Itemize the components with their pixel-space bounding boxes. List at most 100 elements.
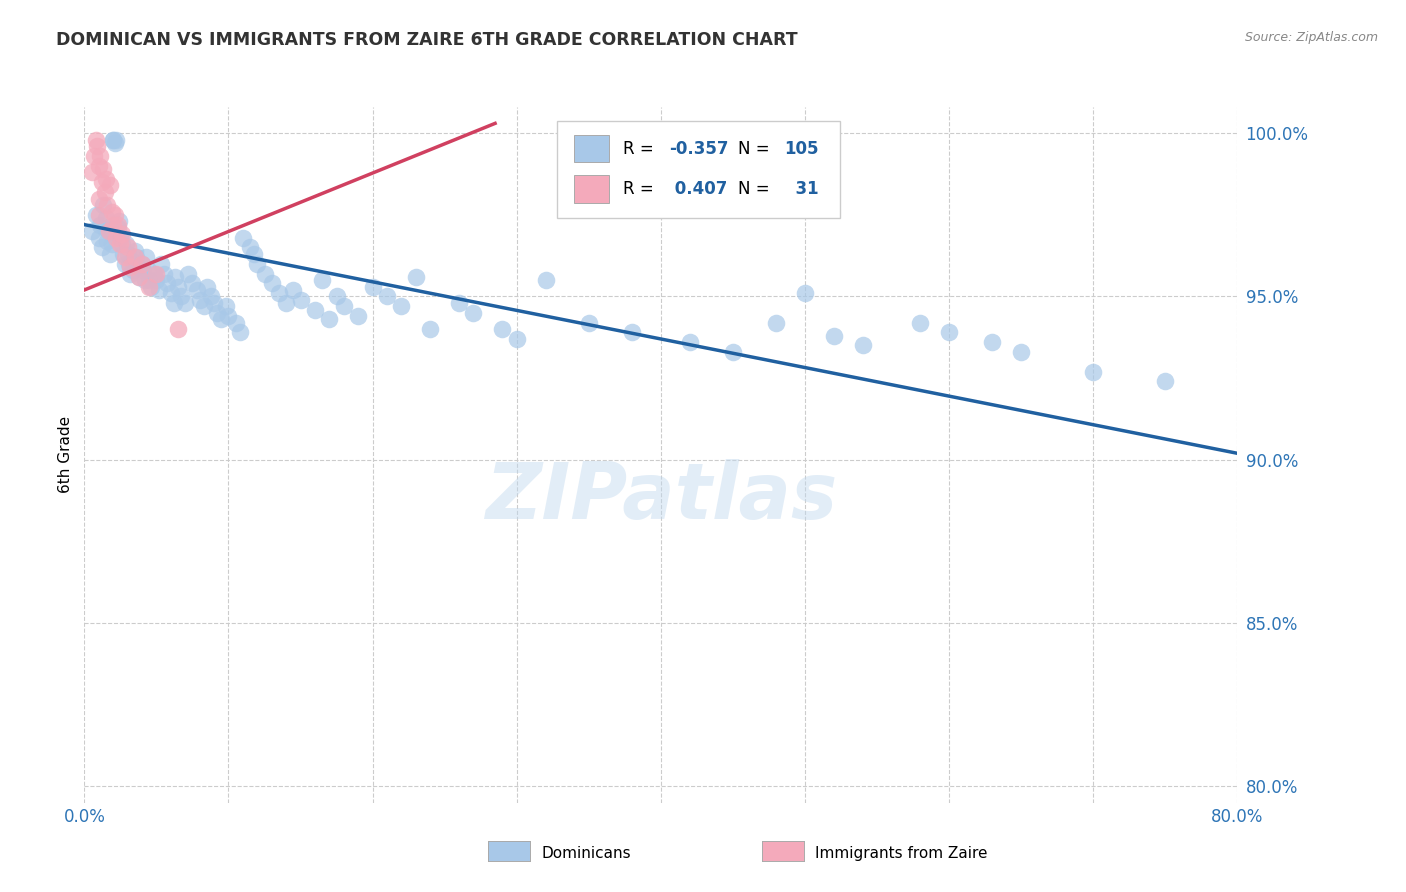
Point	[138, 279, 160, 293]
Point	[160, 286, 183, 301]
Point	[80, 224, 103, 238]
Point	[87, 159, 110, 173]
Point	[167, 322, 190, 336]
Point	[793, 286, 815, 301]
Point	[105, 230, 128, 244]
Point	[87, 192, 110, 206]
Point	[120, 267, 142, 281]
FancyBboxPatch shape	[574, 176, 609, 203]
Point	[578, 316, 600, 330]
Point	[318, 312, 340, 326]
Point	[332, 299, 354, 313]
Point	[131, 257, 153, 271]
Point	[117, 240, 139, 254]
Point	[131, 257, 153, 271]
Point	[96, 198, 118, 212]
Point	[94, 172, 117, 186]
Point	[202, 296, 225, 310]
Point	[621, 326, 644, 340]
Point	[105, 133, 128, 147]
Point	[981, 335, 1004, 350]
Point	[823, 328, 845, 343]
Point	[111, 227, 134, 242]
Point	[104, 136, 127, 150]
Point	[142, 267, 165, 281]
Point	[246, 257, 269, 271]
Point	[1154, 375, 1177, 389]
Point	[225, 316, 247, 330]
Point	[325, 289, 347, 303]
Point	[145, 267, 167, 281]
Point	[148, 283, 170, 297]
Point	[852, 338, 875, 352]
Point	[214, 299, 236, 313]
Point	[128, 269, 150, 284]
Point	[209, 312, 232, 326]
Point	[135, 250, 157, 264]
Point	[1010, 345, 1032, 359]
Point	[90, 175, 112, 189]
Point	[311, 273, 333, 287]
Point	[100, 237, 122, 252]
Point	[114, 257, 136, 271]
Point	[90, 240, 112, 254]
Point	[98, 178, 121, 193]
Point	[229, 326, 252, 340]
Point	[447, 296, 470, 310]
Point	[167, 279, 190, 293]
Point	[91, 162, 114, 177]
Text: N =: N =	[738, 180, 769, 198]
Point	[239, 240, 262, 254]
Point	[908, 316, 931, 330]
Point	[253, 267, 276, 281]
Text: DOMINICAN VS IMMIGRANTS FROM ZAIRE 6TH GRADE CORRELATION CHART: DOMINICAN VS IMMIGRANTS FROM ZAIRE 6TH G…	[56, 31, 797, 49]
Point	[125, 250, 148, 264]
Point	[232, 230, 254, 244]
Point	[89, 218, 111, 232]
Point	[243, 247, 266, 261]
Point	[200, 289, 222, 303]
Point	[93, 185, 115, 199]
Point	[86, 139, 108, 153]
Point	[765, 316, 787, 330]
Point	[506, 332, 529, 346]
Point	[84, 208, 107, 222]
Point	[491, 322, 513, 336]
Point	[87, 230, 110, 244]
Point	[107, 220, 129, 235]
Point	[89, 149, 111, 163]
Text: N =: N =	[738, 139, 769, 158]
Point	[534, 273, 557, 287]
Point	[193, 299, 215, 313]
Point	[100, 204, 122, 219]
Point	[274, 296, 298, 310]
Point	[103, 133, 124, 147]
Text: Source: ZipAtlas.com: Source: ZipAtlas.com	[1244, 31, 1378, 45]
Text: Dominicans: Dominicans	[541, 847, 631, 861]
Point	[94, 211, 117, 226]
Point	[361, 279, 384, 293]
Point	[136, 263, 159, 277]
Point	[177, 267, 200, 281]
Text: 0.407: 0.407	[669, 180, 727, 198]
Point	[124, 250, 146, 264]
Point	[391, 299, 413, 313]
Point	[721, 345, 744, 359]
Point	[127, 260, 149, 274]
Point	[152, 267, 174, 281]
Point	[463, 306, 485, 320]
Point	[84, 133, 107, 147]
Point	[83, 149, 105, 163]
Point	[163, 296, 186, 310]
Point	[375, 289, 398, 303]
Point	[174, 296, 197, 310]
Point	[115, 237, 138, 252]
Point	[91, 198, 114, 212]
FancyBboxPatch shape	[557, 121, 839, 219]
Point	[1081, 365, 1104, 379]
Point	[103, 133, 124, 147]
Text: -0.357: -0.357	[669, 139, 728, 158]
Point	[678, 335, 700, 350]
Point	[181, 277, 204, 291]
Point	[98, 247, 121, 261]
